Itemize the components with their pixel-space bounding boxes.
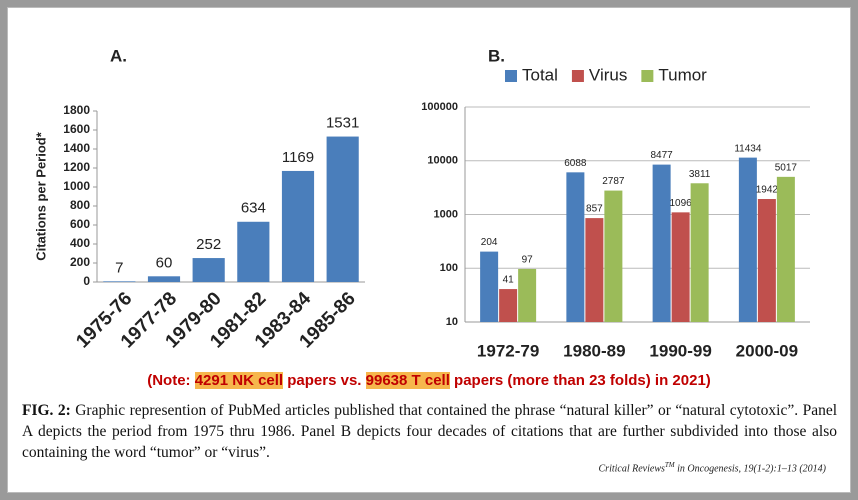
y-tick-label: 1600 — [63, 122, 90, 136]
caption-label: FIG. 2: — [22, 402, 71, 419]
note-highlight: 4291 NK cell — [194, 372, 284, 389]
y-tick-label: 1000 — [434, 208, 458, 220]
x-tick-label: 1972-79 — [477, 341, 539, 360]
value-label: 1531 — [326, 115, 359, 132]
legend-swatch — [641, 70, 654, 82]
y-tick-label: 600 — [70, 217, 90, 231]
value-label: 60 — [156, 254, 173, 271]
bar — [103, 281, 136, 282]
value-label: 7 — [115, 259, 123, 276]
caption: FIG. 2: Graphic represention of PubMed a… — [22, 400, 837, 463]
y-tick-label: 800 — [70, 198, 90, 212]
y-axis-label: Citations per Period* — [33, 131, 48, 261]
bar — [566, 172, 585, 322]
note-text: (Note: — [147, 372, 195, 389]
value-label: 6088 — [564, 158, 587, 169]
y-tick-label: 100000 — [421, 101, 458, 113]
chart-title: A. — [110, 46, 127, 65]
citation-rest: in Oncogenesis, 19(1-2):1–13 (2014) — [674, 463, 826, 475]
y-tick-label: 1200 — [63, 160, 90, 174]
legend-label: Virus — [589, 65, 627, 84]
bar — [192, 258, 225, 282]
charts: A. Citations per Period* 0 200 400 600 800 1000… — [33, 46, 810, 360]
bar — [776, 176, 795, 322]
value-label: 3811 — [689, 169, 711, 180]
bar — [237, 221, 270, 282]
caption-text: Graphic represention of PubMed articles … — [22, 402, 838, 461]
x-tick-label: 2000-09 — [736, 341, 798, 360]
y-tick-label: 10 — [446, 316, 458, 328]
value-label: 1169 — [282, 149, 314, 166]
y-tick-label: 200 — [70, 255, 90, 269]
value-label: 5017 — [775, 162, 798, 173]
legend-swatch — [571, 70, 584, 82]
bar — [690, 183, 709, 322]
value-label: 8477 — [651, 150, 674, 161]
value-label: 634 — [241, 200, 266, 217]
y-tick-label: 0 — [83, 274, 90, 288]
note-text: papers vs. — [283, 372, 366, 389]
x-tick-label: 1980-89 — [563, 341, 625, 360]
bar — [671, 212, 690, 322]
bar — [585, 218, 604, 322]
y-tick-label: 100 — [440, 262, 458, 274]
bar — [738, 157, 757, 322]
y-tick-label: 400 — [70, 236, 90, 250]
note-highlight: 99638 T cell — [365, 372, 450, 389]
x-tick-label: 1990-99 — [649, 341, 711, 360]
y-tick-label: 10000 — [427, 155, 458, 167]
bar — [652, 164, 671, 322]
y-tick-label: 1800 — [63, 103, 90, 117]
value-label: 1942 — [756, 185, 779, 196]
y-tick-label: 1000 — [63, 179, 90, 193]
citation: Critical ReviewsTM in Oncogenesis, 19(1-… — [599, 461, 826, 474]
bar — [480, 251, 499, 322]
value-label: 1096 — [670, 198, 693, 209]
value-label: 2787 — [602, 176, 625, 187]
note: (Note: 4291 NK cell papers vs. 99638 T c… — [0, 372, 858, 389]
value-label: 204 — [481, 237, 498, 248]
y-tick-label: 1400 — [63, 141, 90, 155]
value-label: 857 — [586, 204, 603, 215]
chart-title: B. — [488, 46, 505, 65]
legend-swatch — [505, 70, 517, 82]
bar — [757, 199, 776, 322]
bar — [604, 190, 623, 322]
legend-label: Tumor — [658, 65, 707, 84]
bar — [281, 170, 315, 282]
figure-frame — [7, 7, 851, 493]
value-label: 97 — [522, 255, 534, 266]
value-label: 11434 — [734, 143, 762, 154]
citation-mark: TM — [664, 461, 675, 469]
bar — [326, 136, 359, 282]
value-label: 252 — [196, 236, 221, 253]
value-label: 41 — [503, 275, 515, 286]
bar — [518, 268, 537, 322]
bar — [147, 276, 181, 282]
legend-label: Total — [522, 65, 558, 84]
citation-journal: Critical Reviews — [598, 463, 665, 475]
note-text: papers (more than 23 folds) in 2021) — [449, 372, 711, 389]
bar — [499, 289, 518, 322]
